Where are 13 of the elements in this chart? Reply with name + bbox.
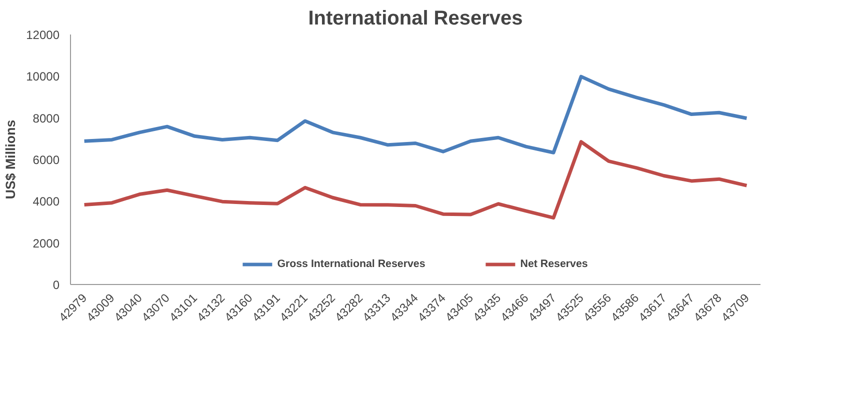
line-series [82,140,748,220]
y-tick-label: 12000 [26,28,60,42]
chart-title: International Reserves [308,8,523,30]
y-tick-label: 10000 [26,70,60,84]
y-tick-label: 6000 [32,153,60,167]
y-tick-label: 4000 [32,194,60,209]
legend-label: Net Reserves [520,258,588,270]
line-series [82,74,748,154]
y-tick-label: 0 [52,278,60,292]
y-tick-label: 8000 [32,111,60,126]
y-tick-label: 2000 [32,236,60,250]
y-axis-title: US$ Millions [3,120,18,200]
legend-label: Gross International Reserves [277,258,426,270]
